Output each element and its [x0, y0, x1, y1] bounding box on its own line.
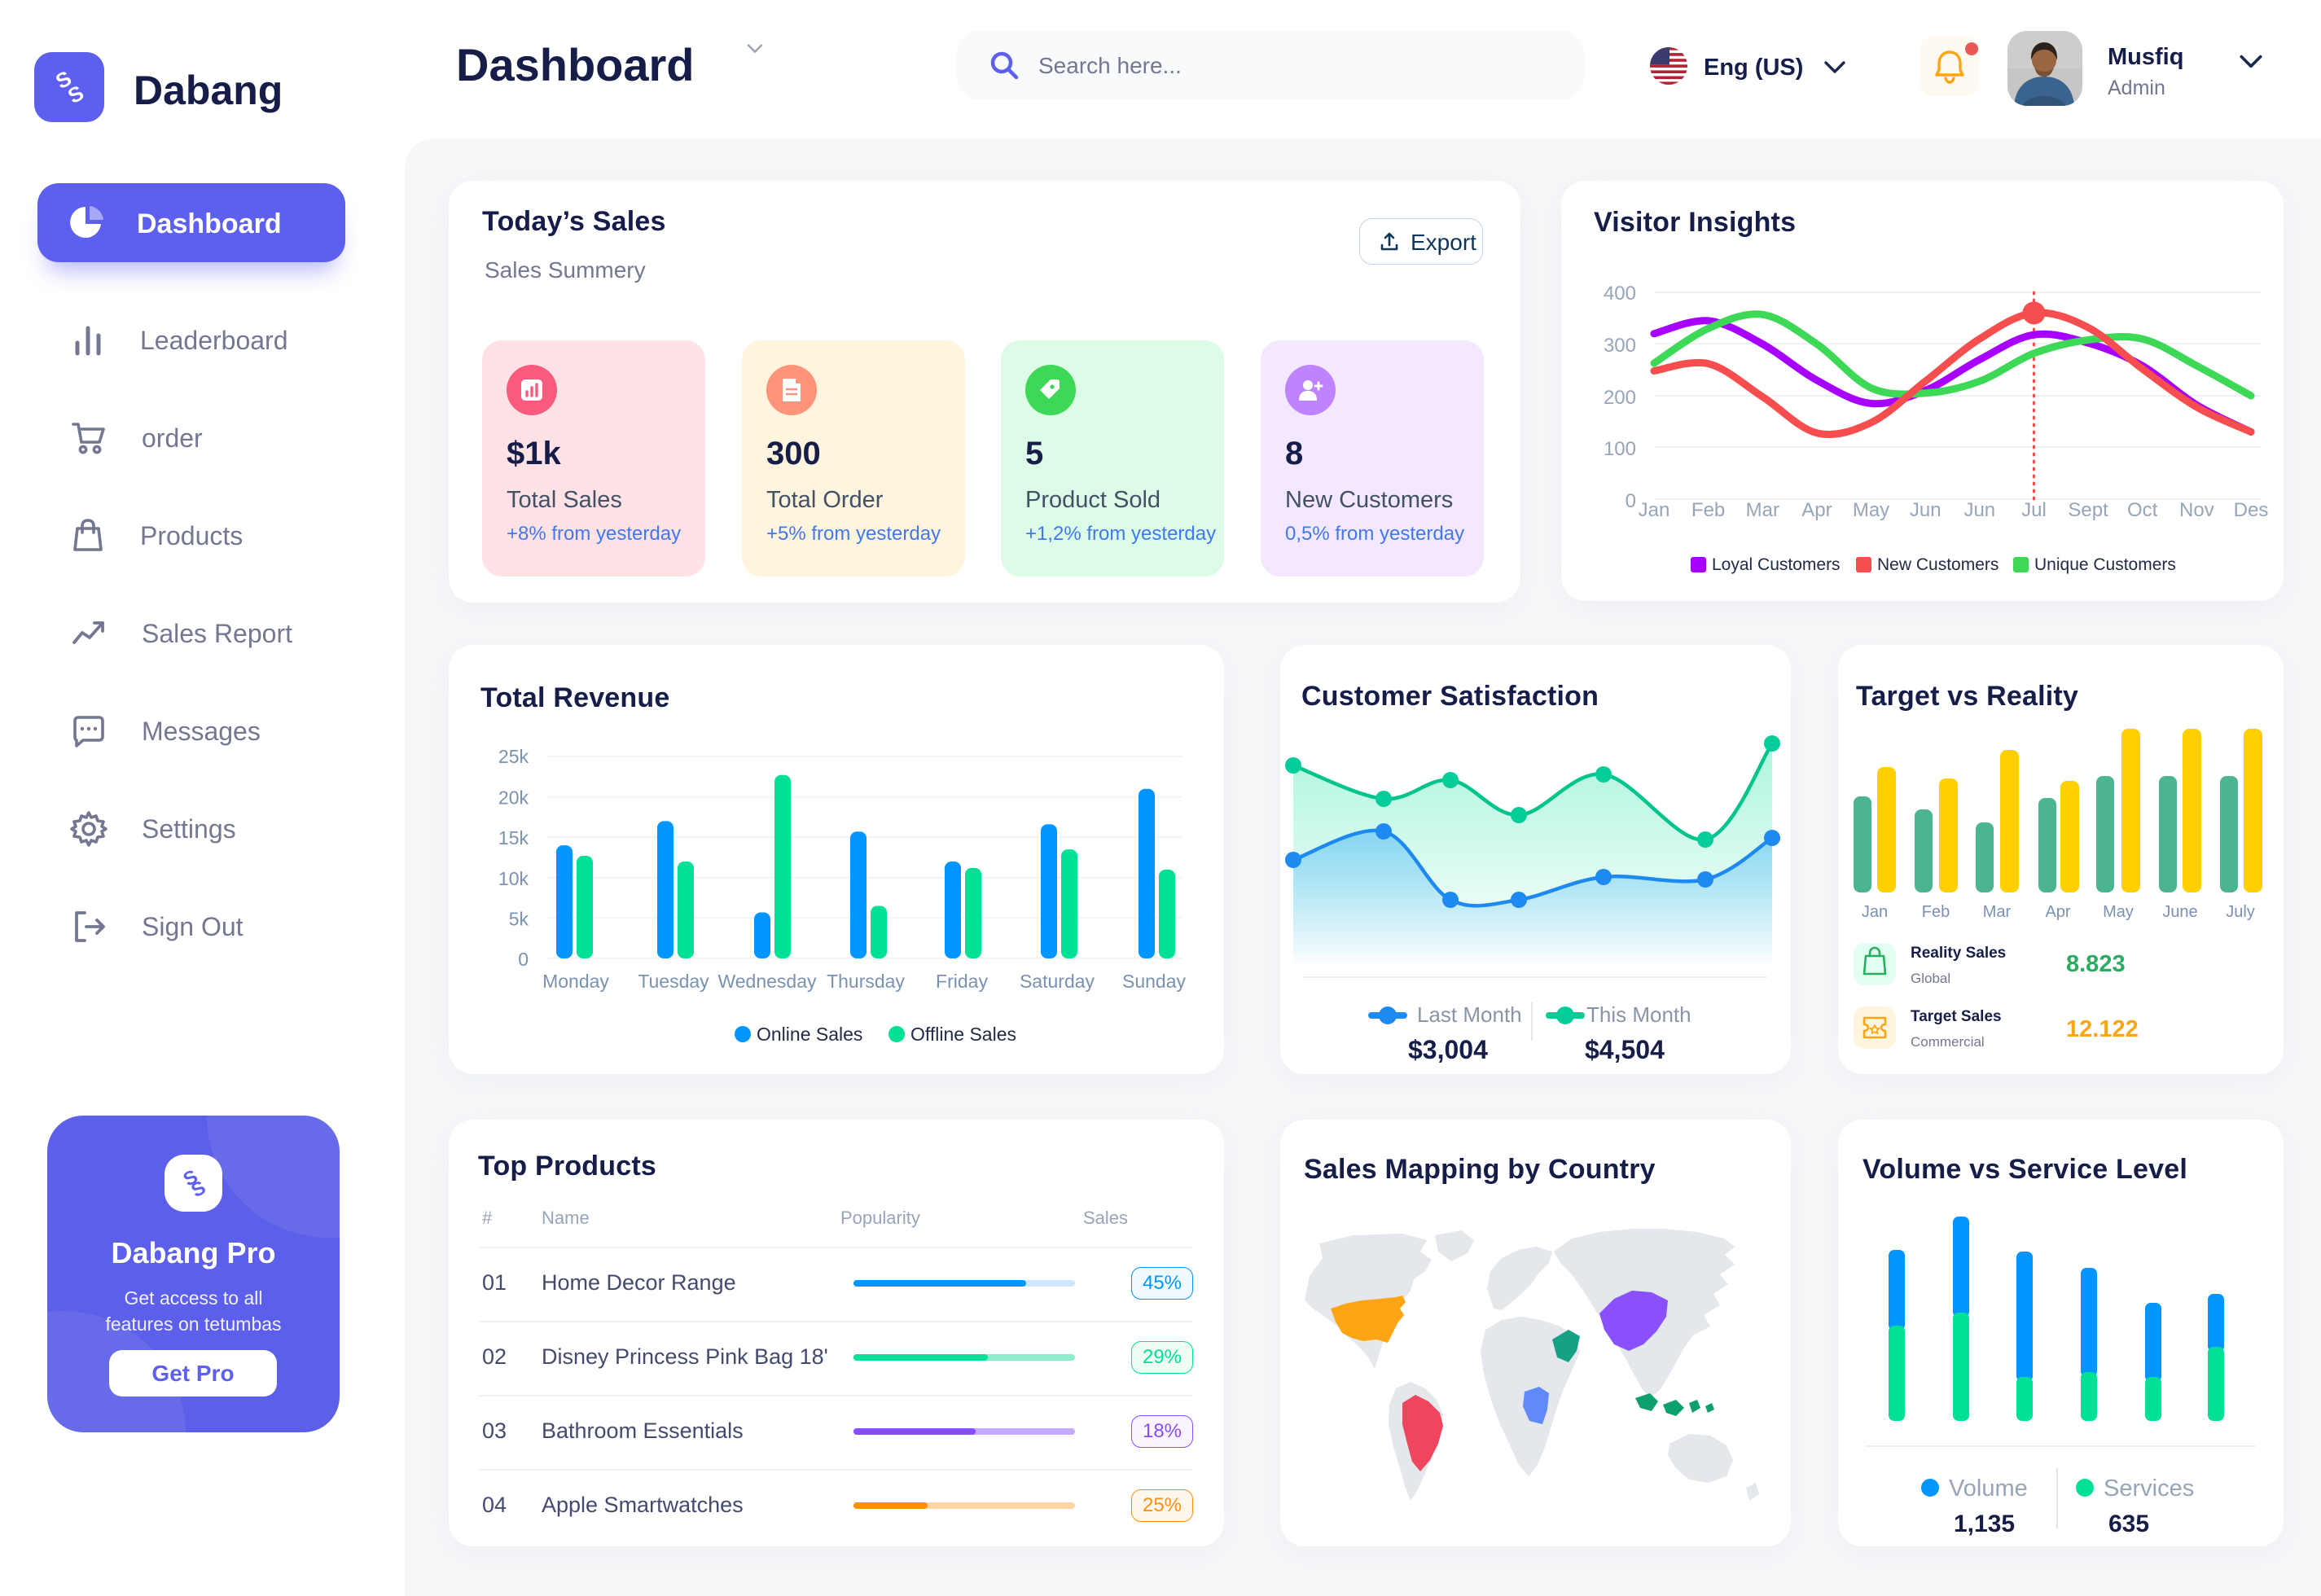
svg-text:Last Month: Last Month — [1417, 1002, 1522, 1027]
svg-text:300: 300 — [1604, 335, 1636, 357]
svg-text:May: May — [1853, 499, 1889, 521]
svg-text:Friday: Friday — [936, 971, 988, 992]
svg-text:Jun: Jun — [1963, 499, 1995, 521]
svg-text:400: 400 — [1604, 283, 1636, 305]
svg-text:5k: 5k — [509, 908, 529, 929]
svg-text:100: 100 — [1604, 438, 1636, 460]
svg-text:Wednesday: Wednesday — [717, 971, 817, 992]
svg-text:$3,004: $3,004 — [1408, 1035, 1488, 1064]
svg-text:Mar: Mar — [1746, 499, 1779, 521]
svg-text:Saturday: Saturday — [1020, 971, 1095, 992]
svg-text:Monday: Monday — [542, 971, 609, 992]
svg-text:Global: Global — [1911, 971, 1950, 986]
svg-text:$4,504: $4,504 — [1585, 1035, 1665, 1064]
svg-text:New Customers: New Customers — [1877, 555, 1999, 574]
svg-text:Reality Sales: Reality Sales — [1911, 945, 2006, 962]
svg-text:Feb: Feb — [1922, 903, 1950, 921]
svg-text:15k: 15k — [498, 827, 529, 848]
svg-text:200: 200 — [1604, 387, 1636, 409]
svg-text:Apr: Apr — [1801, 499, 1832, 521]
svg-text:Tuesday: Tuesday — [638, 971, 709, 992]
svg-text:Sept: Sept — [2068, 499, 2108, 521]
svg-text:Commercial: Commercial — [1911, 1034, 1985, 1050]
svg-text:635: 635 — [2108, 1510, 2149, 1537]
svg-text:Services: Services — [2104, 1475, 2194, 1502]
svg-text:1,135: 1,135 — [1954, 1510, 2015, 1537]
svg-text:June: June — [2162, 903, 2197, 921]
svg-text:July: July — [2226, 903, 2255, 921]
svg-text:Apr: Apr — [2045, 903, 2070, 921]
svg-text:0: 0 — [1626, 490, 1636, 512]
svg-text:Thursday: Thursday — [827, 971, 905, 992]
svg-text:Jan: Jan — [1862, 903, 1888, 921]
svg-text:Unique Customers: Unique Customers — [2034, 555, 2176, 574]
svg-text:10k: 10k — [498, 868, 529, 889]
svg-text:Jul: Jul — [2021, 499, 2047, 521]
svg-text:Nov: Nov — [2179, 499, 2214, 521]
svg-text:12.122: 12.122 — [2066, 1016, 2139, 1042]
svg-text:0: 0 — [518, 949, 529, 970]
svg-text:May: May — [2103, 903, 2134, 921]
svg-text:Online Sales: Online Sales — [757, 1024, 862, 1045]
svg-text:25k: 25k — [498, 746, 529, 767]
svg-text:20k: 20k — [498, 787, 529, 809]
svg-text:8.823: 8.823 — [2066, 951, 2126, 977]
svg-text:Offline Sales: Offline Sales — [910, 1024, 1016, 1045]
svg-text:Sunday: Sunday — [1122, 971, 1187, 992]
svg-text:Jan: Jan — [1639, 499, 1670, 521]
svg-text:Loyal Customers: Loyal Customers — [1712, 555, 1841, 574]
svg-text:Mar: Mar — [1983, 903, 2012, 921]
svg-text:S: S — [187, 1177, 209, 1201]
svg-text:Volume: Volume — [1949, 1475, 2028, 1502]
svg-text:S: S — [64, 81, 87, 109]
svg-text:Feb: Feb — [1691, 499, 1725, 521]
svg-text:Target Sales: Target Sales — [1911, 1008, 2002, 1025]
svg-text:Oct: Oct — [2127, 499, 2158, 521]
svg-text:Jun: Jun — [1910, 499, 1941, 521]
svg-text:Des: Des — [2234, 499, 2269, 521]
svg-text:This Month: This Month — [1586, 1002, 1691, 1027]
